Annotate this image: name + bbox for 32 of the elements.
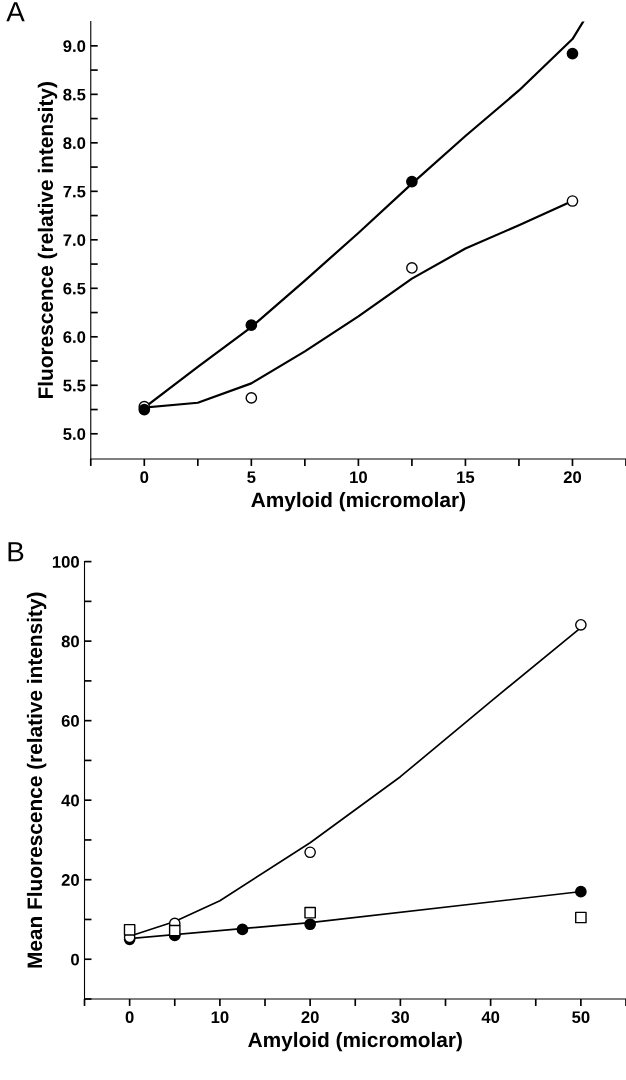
y-tick-label: 0 (71, 953, 79, 966)
y-tick-label: 60 (61, 715, 79, 727)
y-tick-label: 9.0 (63, 40, 86, 53)
x-tick-label: 30 (391, 1011, 409, 1024)
y-tick-label: 6.0 (63, 331, 86, 343)
y-tick-label: 40 (61, 794, 79, 807)
x-tick-label: 0 (125, 1011, 134, 1024)
y-axis-title: Mean Fluorescence (relative intensity) (26, 592, 47, 968)
x-tick-label: 20 (563, 471, 582, 484)
x-tick-label: 10 (211, 1011, 229, 1024)
y-tick-label: 20 (61, 874, 79, 886)
y-tick-label: 8.0 (63, 137, 86, 150)
x-axis-title: Amyloid (micromolar) (248, 1031, 462, 1052)
x-tick-label: 0 (140, 471, 149, 484)
x-tick-label: 50 (572, 1011, 590, 1024)
y-tick-label: 8.5 (63, 88, 86, 101)
y-tick-label: 7.5 (63, 185, 86, 198)
x-tick-label: 40 (481, 1011, 500, 1024)
x-tick-label: 10 (350, 471, 367, 484)
y-axis-title: Fluorescence (relative intensity) (37, 82, 58, 399)
y-tick-label: 80 (61, 635, 79, 648)
y-tick-label: 6.5 (63, 282, 86, 295)
x-tick-label: 5 (247, 471, 256, 484)
y-tick-label: 7.0 (63, 234, 86, 247)
x-axis-title: Amyloid (micromolar) (251, 491, 466, 512)
y-tick-label: 100 (52, 556, 79, 568)
x-tick-label: 20 (301, 1011, 319, 1024)
y-tick-label: 5.0 (63, 428, 86, 440)
chart-title: B (8, 542, 24, 562)
y-tick-label: 5.5 (63, 379, 86, 392)
chart-title: A (6, 2, 25, 22)
x-tick-label: 15 (457, 471, 475, 484)
